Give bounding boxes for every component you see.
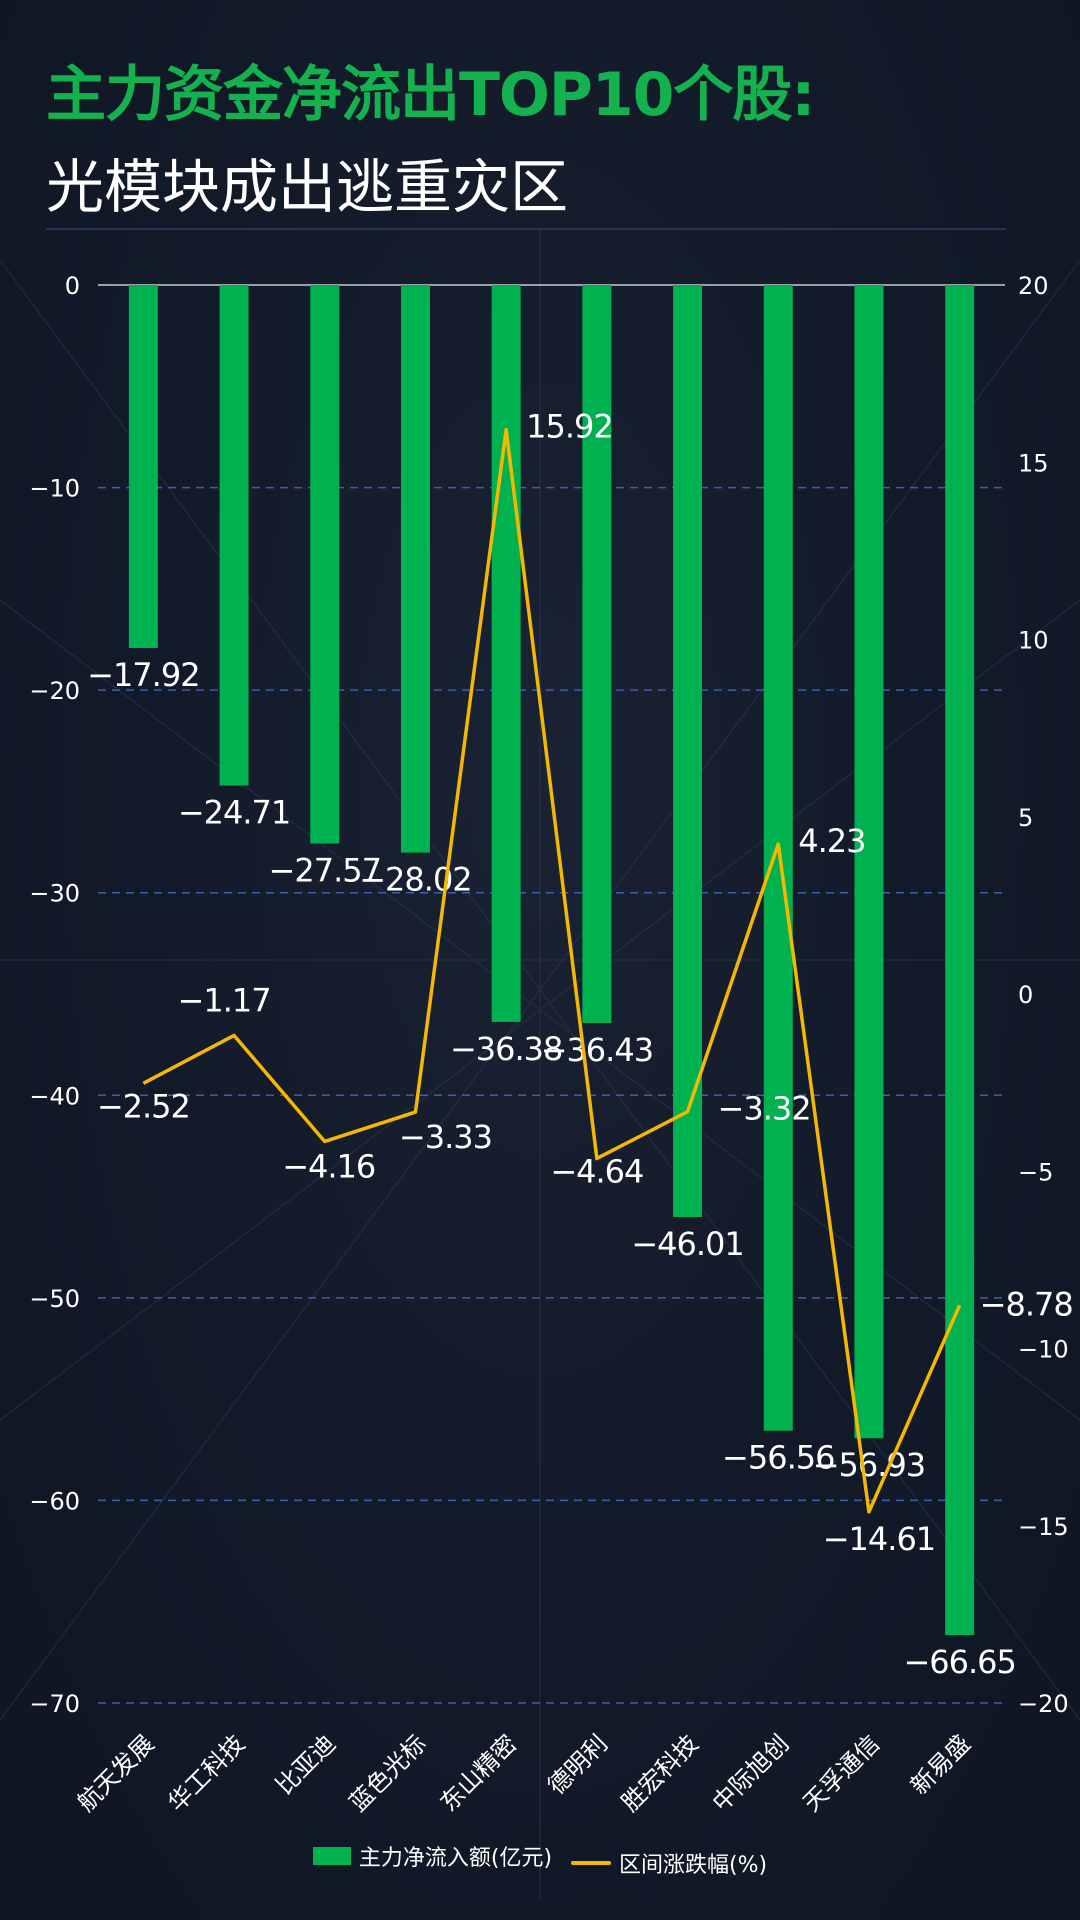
legend-swatch-bar: [312, 1847, 351, 1865]
bar: [128, 285, 158, 649]
left-tick-label: 0: [65, 272, 80, 300]
left-tick-label: −50: [29, 1285, 80, 1313]
bar-series: [128, 285, 975, 1636]
bar-value-labels: −17.92 −24.71 −27.57−28.02 −36.38−36.43 −46.…: [87, 656, 1017, 1681]
x-axis-labels: 航天发展 华工科技 比亚迪 蓝色光标 东山精密 德明利 胜宏科技 中际旭创 天孚通信 新易盛: [72, 1729, 976, 1817]
line-value-label: −4.16: [282, 1147, 375, 1185]
right-tick-label: 5: [1018, 804, 1033, 832]
grid-lines: [98, 284, 1005, 1704]
right-tick-label: −20: [1018, 1690, 1069, 1718]
line-value-label: 15.92: [526, 408, 613, 446]
chart-subtitle: 光模块成出逃重灾区: [46, 153, 569, 221]
bar: [310, 285, 340, 844]
x-category-label: 华工科技: [163, 1729, 251, 1817]
line-path: [142, 427, 962, 1514]
bar-value-label: −36.43: [541, 1031, 653, 1069]
bar-value-label: −36.38: [450, 1030, 562, 1068]
bar-value-label: −56.56: [722, 1439, 834, 1477]
right-tick-label: 20: [1018, 272, 1049, 300]
right-tick-label: −15: [1018, 1513, 1069, 1541]
right-tick-label: 15: [1018, 449, 1049, 477]
line-value-label: −1.17: [178, 981, 271, 1019]
left-axis-ticks: 0 −10 −20 −30 −40 −50 −60 −70: [29, 272, 80, 1718]
bar-value-label: −66.65: [903, 1643, 1015, 1681]
line-value-label: 4.23: [798, 822, 865, 860]
right-tick-label: −5: [1018, 1158, 1053, 1186]
right-tick-label: −10: [1018, 1336, 1069, 1364]
line-value-label: −14.61: [823, 1520, 935, 1558]
line-series: [142, 427, 962, 1514]
bar: [854, 285, 884, 1439]
x-category-label: 天孚通信: [798, 1729, 886, 1817]
line-value-label: −3.33: [399, 1118, 492, 1156]
line-value-label: −4.64: [550, 1152, 643, 1190]
right-tick-label: 0: [1018, 981, 1033, 1009]
right-axis-ticks: 20 15 10 5 0 −5 −10 −15 −20: [1018, 272, 1069, 1718]
line-value-label: −2.52: [97, 1087, 190, 1125]
x-category-label: 新易盛: [905, 1729, 976, 1800]
bar-value-label: −17.92: [87, 656, 199, 694]
x-category-label: 蓝色光标: [344, 1729, 432, 1817]
left-tick-label: −40: [29, 1082, 80, 1110]
left-tick-label: −70: [29, 1690, 80, 1718]
bar-value-label: −46.01: [631, 1225, 743, 1263]
line-value-labels: −2.52 −1.17 −4.16 −3.33 15.92 −4.64 −3.32 4.23 −…: [97, 408, 1074, 1558]
legend-label-line: 区间涨跌幅(%): [619, 1853, 768, 1878]
bar-value-label: −27.57: [269, 851, 381, 889]
bar: [219, 285, 249, 786]
legend: 主力净流入额(亿元) 区间涨跌幅(%): [0, 1840, 1080, 1879]
left-tick-label: −60: [29, 1487, 80, 1515]
chart-title: 主力资金净流出TOP10个股:: [46, 60, 815, 130]
x-category-label: 德明利: [542, 1729, 613, 1800]
legend-swatch-line: [571, 1861, 612, 1865]
x-category-label: 航天发展: [72, 1729, 160, 1817]
legend-item-bar: 主力净流入额(亿元): [312, 1840, 553, 1872]
x-category-label: 比亚迪: [270, 1729, 341, 1800]
right-tick-label: 10: [1018, 627, 1049, 655]
legend-item-line: 区间涨跌幅(%): [571, 1847, 767, 1879]
left-tick-label: −20: [29, 677, 80, 705]
bar: [582, 285, 612, 1023]
bar: [945, 285, 975, 1636]
left-tick-label: −10: [29, 475, 80, 503]
title-divider: [46, 228, 1006, 230]
bar-value-label: −24.71: [178, 794, 290, 832]
x-category-label: 中际旭创: [707, 1729, 795, 1817]
line-value-label: −8.78: [980, 1285, 1073, 1323]
bar: [673, 285, 703, 1218]
bar: [491, 285, 521, 1022]
bar-value-label: −28.02: [359, 861, 471, 899]
line-value-label: −3.32: [718, 1090, 811, 1128]
x-category-label: 东山精密: [435, 1729, 523, 1817]
x-category-label: 胜宏科技: [616, 1729, 704, 1817]
bar-value-label: −56.93: [813, 1446, 925, 1484]
bar: [763, 285, 793, 1431]
left-tick-label: −30: [29, 880, 80, 908]
legend-label-bar: 主力净流入额(亿元): [358, 1846, 553, 1871]
bar: [400, 285, 430, 853]
